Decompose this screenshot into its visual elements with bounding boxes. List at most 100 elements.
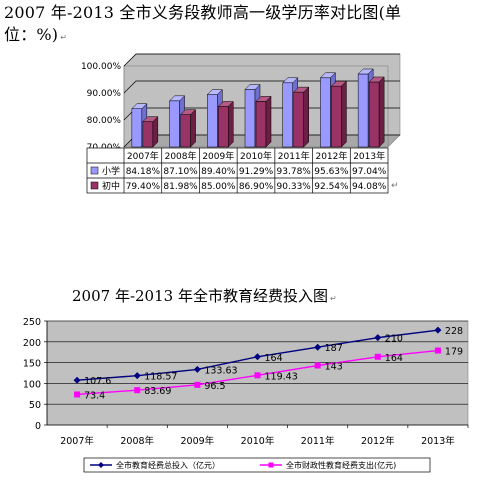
data-point	[254, 372, 261, 379]
y-tick-label: 100.00%	[81, 62, 121, 72]
data-point	[374, 353, 381, 360]
legend-label: 全市财政性教育经费支出(亿元)	[286, 460, 396, 470]
y-tick-label: 200	[23, 338, 41, 349]
data-point	[73, 376, 81, 384]
bar-top	[179, 109, 197, 115]
x-tick-label: 2008年	[120, 435, 154, 447]
data-point	[134, 387, 141, 394]
gridline	[123, 80, 400, 94]
data-label: 89.40%	[201, 167, 236, 177]
legend-swatch	[90, 166, 99, 175]
legend-label: 小学	[102, 165, 120, 177]
data-label: 94.08%	[352, 182, 387, 192]
data-label: 73.4	[84, 390, 105, 401]
chart1-title-line2: 位：%) ↵	[4, 25, 68, 44]
data-label: 96.5	[204, 381, 225, 392]
x-tick-label: 2009年	[202, 150, 234, 162]
x-tick-label: 2007年	[127, 150, 159, 162]
data-label: 118.57	[144, 372, 177, 383]
bar-top	[368, 76, 385, 83]
bar-top	[330, 80, 348, 87]
data-point	[314, 343, 322, 351]
y-tick-label: 100	[23, 379, 41, 390]
x-tick-label: 2011年	[278, 150, 310, 162]
data-label: 97.04%	[352, 167, 387, 177]
bar-top	[255, 96, 272, 102]
chart1-title-line1: 2007 年-2013 全市义务段教师高一级学历率对比图(单	[4, 3, 402, 22]
legend-box	[83, 457, 431, 473]
bar-top	[142, 116, 159, 122]
legend-swatch	[90, 181, 99, 190]
bar-top	[319, 72, 337, 79]
data-point	[434, 347, 441, 354]
data-table	[86, 147, 389, 194]
chart2-title: 2007 年-2013 年全市教育经费投入图 ↵	[72, 287, 337, 305]
data-label: 84.18%	[126, 167, 161, 177]
data-label: 164	[265, 353, 283, 364]
data-label: 187	[325, 343, 343, 354]
y-tick-label: 80.00%	[87, 116, 122, 126]
return-mark: ↵	[329, 294, 337, 303]
gridline	[123, 53, 400, 67]
x-tick-label: 2010年	[240, 150, 272, 162]
y-tick-label: 150	[23, 359, 41, 370]
bar-top	[168, 95, 186, 102]
bar-top	[293, 86, 310, 93]
data-label: 93.78%	[277, 167, 312, 177]
x-tick-label: 2007年	[60, 435, 94, 447]
data-label: 95.63%	[314, 167, 349, 177]
data-label: 81.98%	[163, 182, 198, 192]
legend-label: 初中	[102, 180, 120, 192]
y-tick-label: 50	[29, 400, 41, 411]
data-label: 90.33%	[277, 182, 312, 192]
data-label: 92.54%	[314, 182, 349, 192]
x-tick-label: 2011年	[301, 435, 335, 447]
x-tick-label: 2012年	[315, 150, 347, 162]
bar-chart: 70.00%80.00%90.00%100.00%2007年84.18%79.4…	[81, 53, 401, 194]
x-tick-label: 2010年	[241, 435, 275, 447]
legend-marker	[98, 462, 104, 468]
legend-label: 全市教育经费总投入（亿元）	[116, 460, 220, 470]
return-mark: ↵	[391, 181, 399, 191]
bar-top	[244, 84, 261, 90]
data-label: 164	[385, 353, 403, 364]
data-label: 228	[445, 326, 463, 337]
data-point	[314, 362, 321, 369]
data-label: 107.6	[84, 376, 111, 387]
y-tick-label: 90.00%	[87, 89, 122, 99]
bar-top	[217, 101, 234, 107]
data-point	[193, 365, 201, 373]
data-point	[74, 391, 81, 398]
data-label: 86.90%	[239, 182, 274, 192]
bar-top	[206, 89, 223, 95]
y-tick-label: 250	[23, 317, 41, 328]
y-tick-label: 0	[35, 421, 41, 432]
legend-marker	[268, 462, 274, 468]
data-label: 79.40%	[126, 182, 161, 192]
data-label: 119.43	[265, 371, 298, 382]
chart1-title: 2007 年-2013 全市义务段教师高一级学历率对比图(单 位：%) ↵	[4, 2, 474, 49]
bar-top	[131, 103, 148, 109]
data-point	[133, 372, 141, 380]
data-label: 133.63	[204, 365, 237, 376]
data-point	[434, 326, 442, 334]
x-tick-label: 2013年	[421, 435, 455, 447]
x-tick-label: 2012年	[361, 435, 395, 447]
x-tick-label: 2009年	[181, 435, 215, 447]
data-point	[374, 334, 382, 342]
return-mark: ↵	[60, 33, 68, 42]
data-label: 91.29%	[239, 167, 274, 177]
bar-top	[357, 68, 374, 75]
data-point	[254, 353, 261, 361]
data-point	[194, 381, 201, 388]
data-label: 210	[385, 334, 403, 345]
data-label: 85.00%	[201, 182, 236, 192]
data-label: 143	[325, 362, 343, 373]
data-label: 179	[445, 347, 463, 358]
data-label: 83.69	[144, 386, 171, 397]
x-tick-label: 2008年	[165, 150, 197, 162]
x-tick-label: 2013年	[353, 150, 385, 162]
data-label: 87.10%	[163, 167, 198, 177]
bar-top	[282, 77, 299, 84]
